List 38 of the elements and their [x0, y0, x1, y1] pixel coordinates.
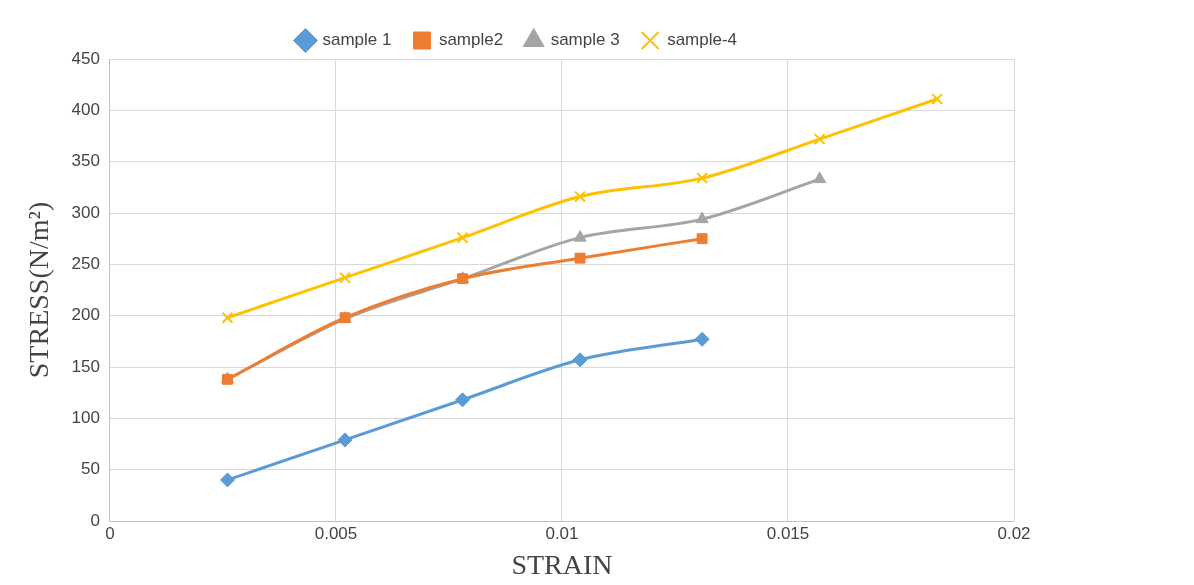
point	[695, 211, 709, 224]
y-tick-label: 200	[71, 305, 100, 325]
y-tick-label: 450	[71, 48, 100, 68]
point	[694, 331, 710, 347]
x-tick-label: 0.015	[766, 523, 810, 543]
x-tick-label: 0.02	[997, 523, 1031, 543]
point	[931, 93, 944, 105]
y-tick-label: 400	[71, 100, 100, 120]
y-axis-title: STRESS(N/m²)	[23, 201, 55, 379]
legend-label: sample-4	[667, 30, 738, 50]
legend-label: sample 1	[322, 30, 392, 50]
y-tick-label: 100	[71, 408, 100, 428]
legend-label: sample2	[438, 30, 504, 50]
point	[813, 133, 826, 146]
point	[573, 230, 587, 242]
point	[455, 392, 471, 408]
legend-label: sample 3	[550, 30, 620, 50]
x-axis-title: STRAIN	[511, 548, 613, 580]
point	[337, 432, 353, 448]
point	[813, 171, 827, 184]
point	[574, 252, 586, 264]
y-tick-label: 0	[90, 510, 100, 530]
y-tick-label: 150	[71, 356, 100, 376]
y-tick-label: 50	[81, 459, 100, 479]
x-tick-label: 0.01	[545, 523, 579, 543]
y-tick-label: 300	[71, 202, 100, 222]
point	[339, 271, 351, 284]
point	[574, 190, 587, 203]
point	[572, 352, 588, 368]
point	[221, 311, 234, 324]
point	[456, 231, 469, 244]
y-tick-label: 250	[71, 254, 100, 274]
point	[696, 172, 709, 185]
y-tick-label: 350	[71, 151, 100, 171]
x-tick-label: 0	[105, 523, 115, 543]
x-tick-label: 0.005	[314, 523, 358, 543]
point	[696, 233, 708, 245]
point	[219, 472, 235, 488]
